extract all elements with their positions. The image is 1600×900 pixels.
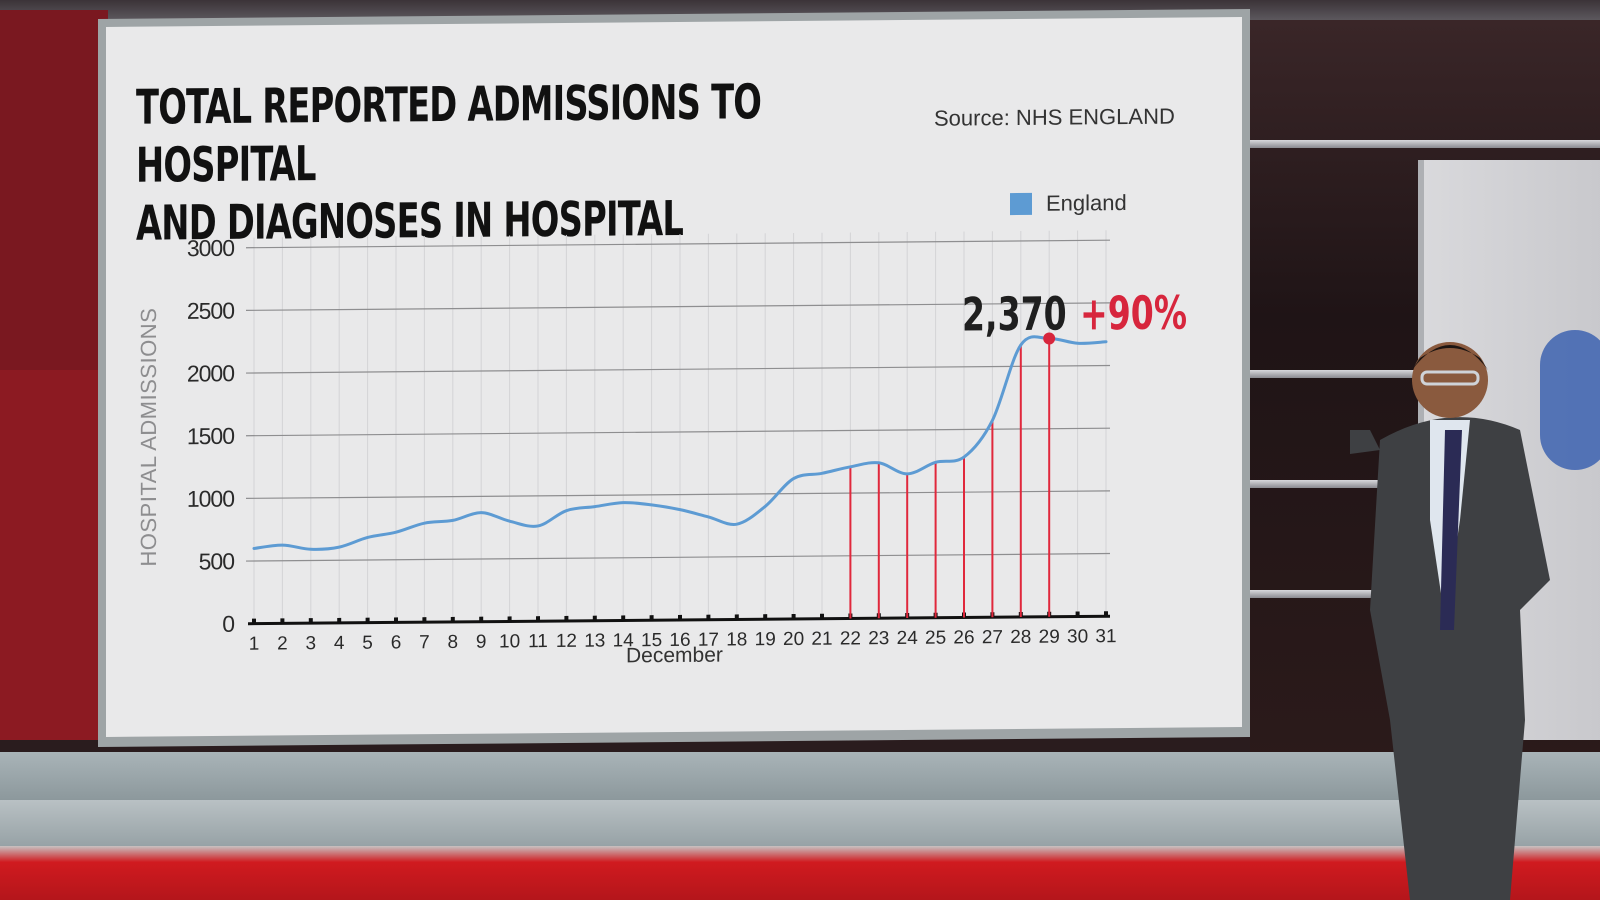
svg-text:4: 4 [334, 633, 345, 654]
svg-text:2500: 2500 [187, 298, 234, 324]
svg-text:7: 7 [419, 632, 430, 653]
red-wall [0, 370, 108, 740]
svg-text:20: 20 [783, 629, 804, 650]
svg-text:10: 10 [499, 631, 520, 652]
svg-text:11: 11 [528, 631, 548, 652]
annotation-change: +90% [1080, 285, 1187, 341]
svg-text:3000: 3000 [187, 235, 234, 261]
svg-text:19: 19 [755, 629, 776, 650]
studio-rail [1240, 480, 1420, 488]
studio-rail [1240, 140, 1600, 148]
svg-text:23: 23 [868, 628, 889, 649]
svg-text:1500: 1500 [187, 423, 234, 449]
studio-desk [0, 752, 1600, 802]
svg-text:21: 21 [811, 629, 832, 650]
svg-text:8: 8 [448, 632, 459, 653]
svg-text:25: 25 [925, 628, 946, 649]
svg-text:29: 29 [1039, 627, 1060, 648]
svg-text:12: 12 [556, 631, 577, 652]
svg-text:18: 18 [726, 629, 747, 650]
svg-text:0: 0 [222, 611, 234, 637]
svg-text:6: 6 [391, 632, 402, 653]
svg-text:2000: 2000 [187, 360, 234, 386]
svg-text:17: 17 [698, 630, 719, 651]
studio-desk [0, 800, 1600, 846]
svg-text:26: 26 [953, 627, 974, 648]
studio-rail [1240, 590, 1420, 598]
svg-text:13: 13 [584, 631, 605, 652]
svg-text:9: 9 [476, 632, 487, 653]
svg-text:16: 16 [669, 630, 690, 651]
annotation-value: 2,370 [962, 286, 1067, 342]
chart-screen: TOTAL REPORTED ADMISSIONS TO HOSPITAL AN… [106, 17, 1242, 737]
studio-desk-red-trim [0, 846, 1600, 900]
svg-text:500: 500 [199, 548, 235, 574]
svg-text:2: 2 [277, 633, 288, 654]
svg-text:22: 22 [840, 628, 861, 649]
svg-text:31: 31 [1095, 626, 1116, 647]
studio-rail [1240, 370, 1420, 378]
presenter [1350, 342, 1550, 900]
blue-glove-image [1540, 330, 1600, 470]
svg-text:24: 24 [897, 628, 919, 649]
svg-text:27: 27 [982, 627, 1003, 648]
svg-text:28: 28 [1010, 627, 1031, 648]
svg-text:15: 15 [641, 630, 662, 651]
svg-text:1: 1 [249, 634, 260, 655]
svg-text:5: 5 [362, 633, 373, 654]
svg-text:3: 3 [306, 633, 317, 654]
svg-text:14: 14 [613, 630, 635, 651]
svg-text:1000: 1000 [187, 486, 234, 512]
svg-text:30: 30 [1067, 626, 1088, 647]
